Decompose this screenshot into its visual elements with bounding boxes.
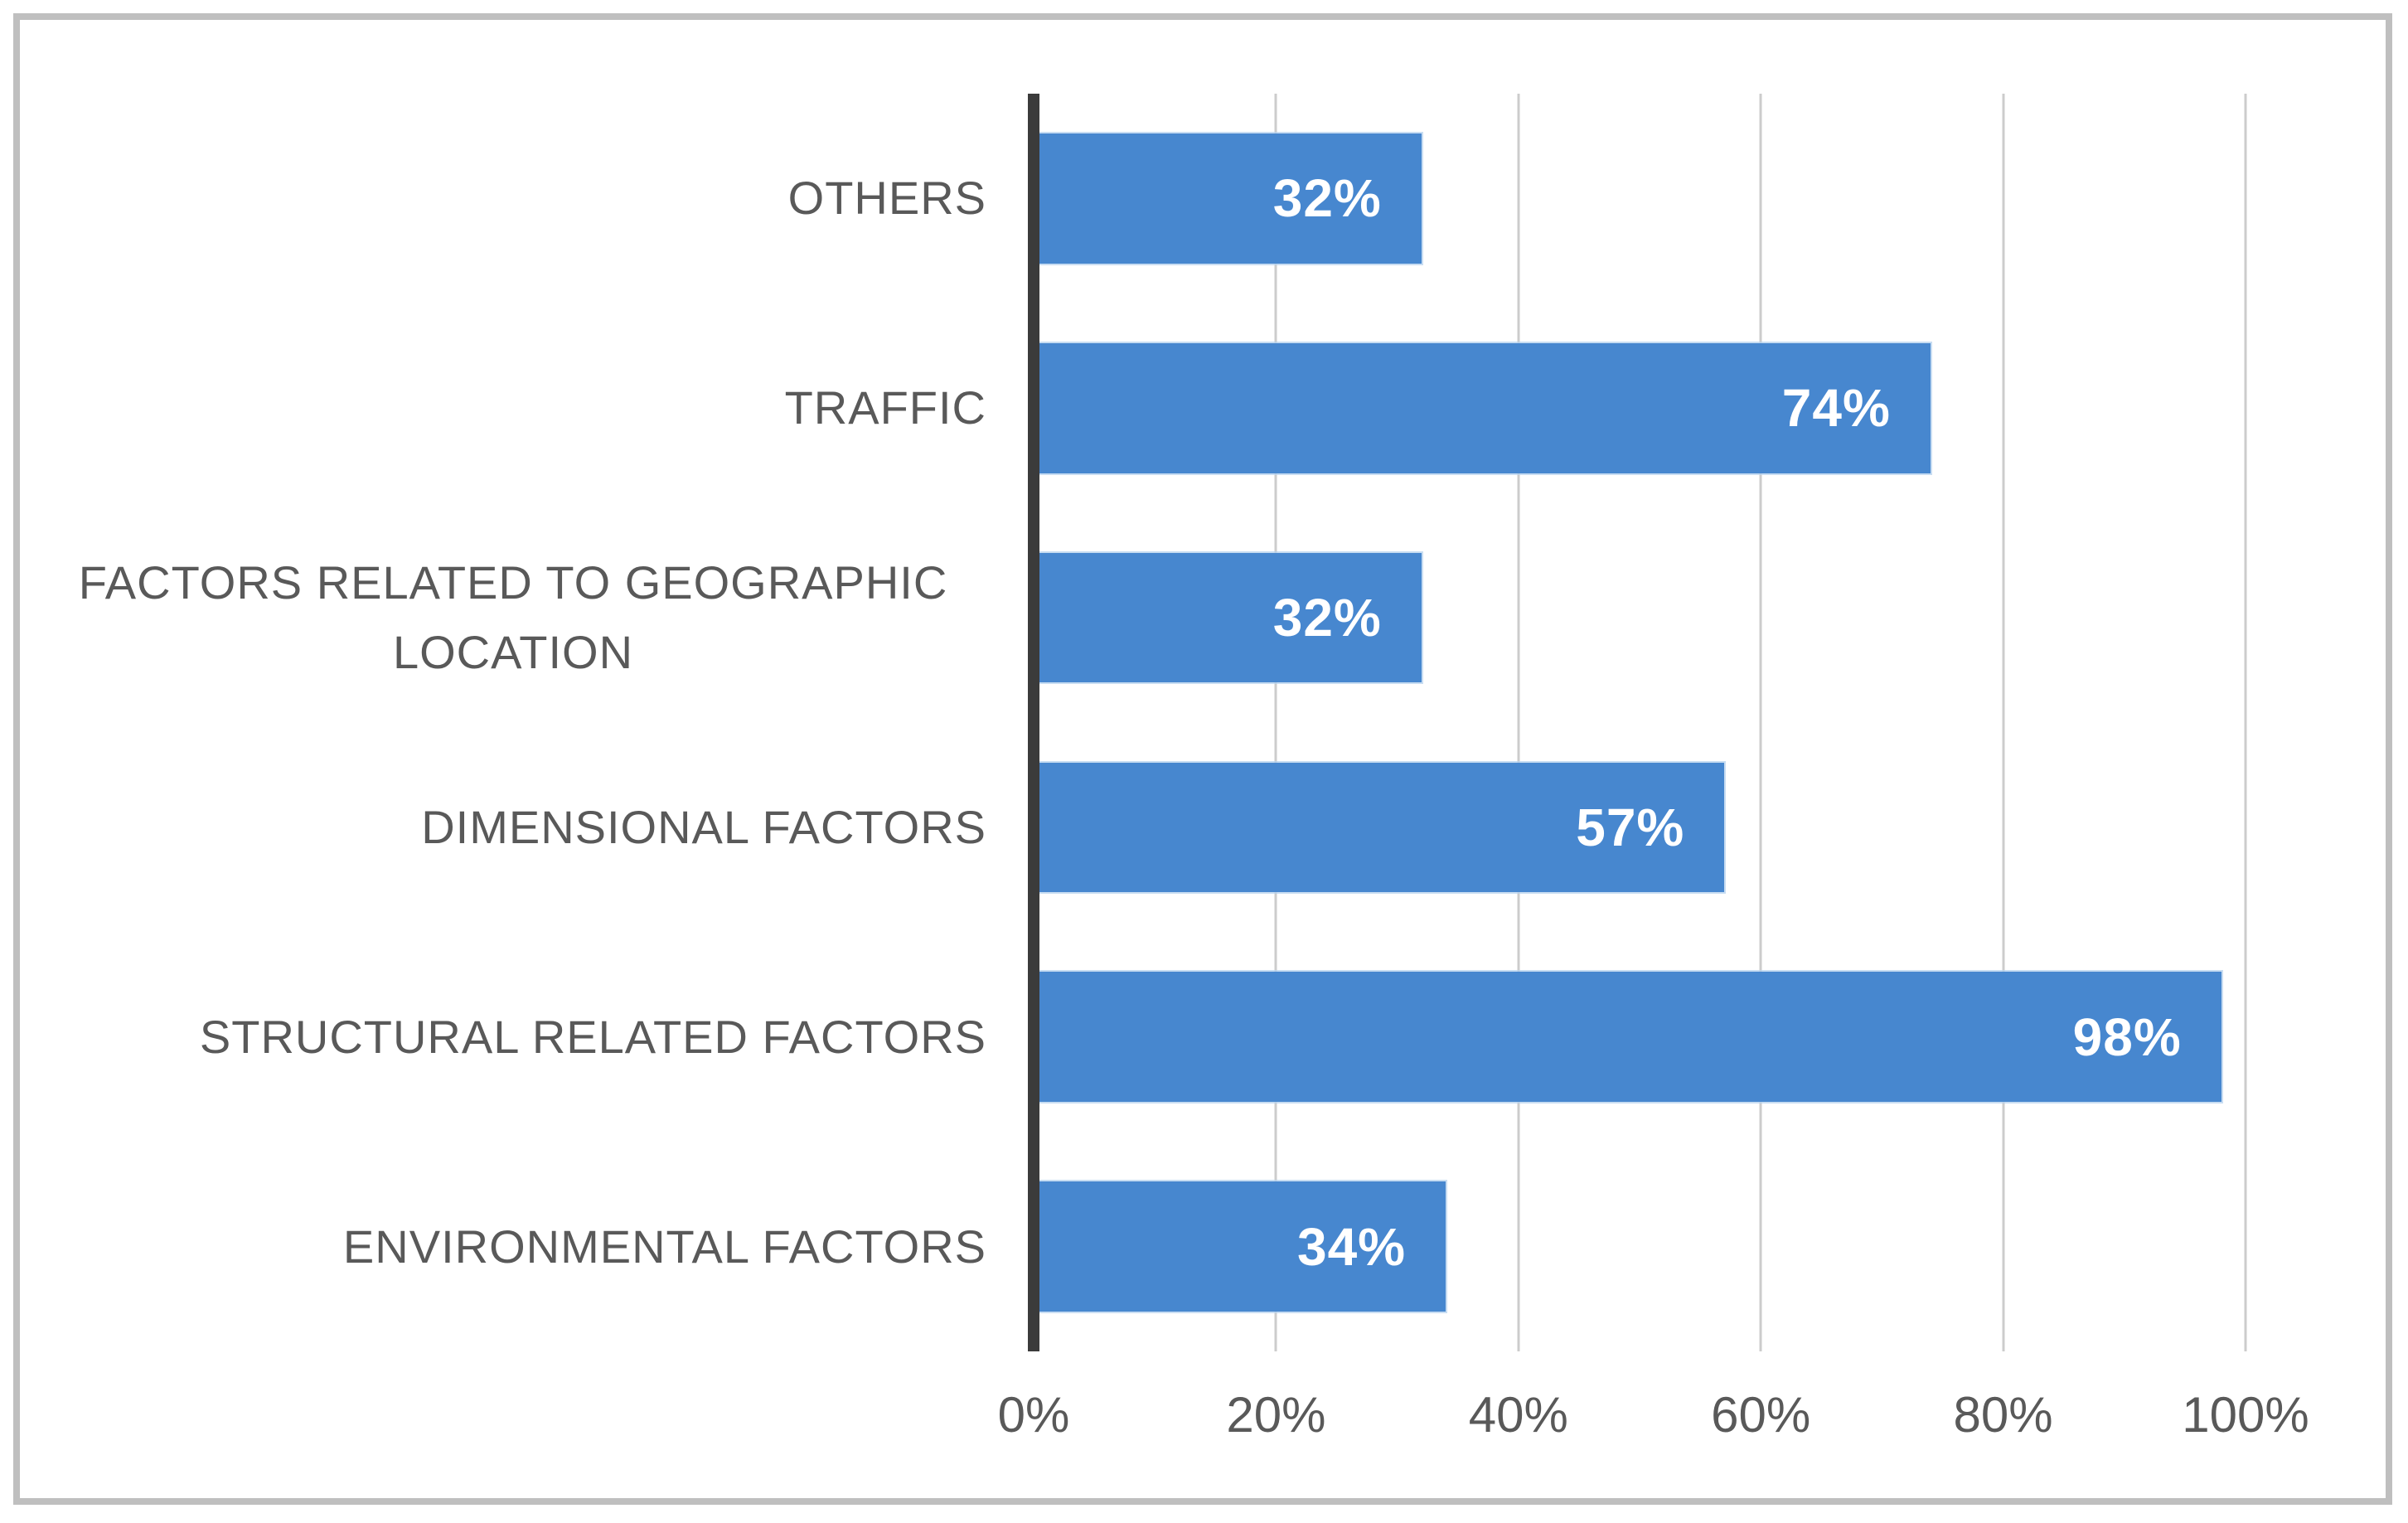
bar-5: 34% (1031, 1180, 1448, 1313)
bar-row: 32% (1032, 94, 2246, 303)
category-label: TRAFFIC (784, 381, 986, 434)
bar-data-label: 74% (1781, 378, 1891, 439)
bar-3: 57% (1031, 760, 1727, 895)
category-label-row: TRAFFIC (40, 303, 986, 513)
category-label-row: ENVIRONMENTAL FACTORS (40, 1142, 986, 1351)
bar-data-label: 32% (1272, 168, 1382, 229)
category-label: OTHERS (787, 172, 986, 225)
category-label: FACTORS RELATED TO GEOGRAPHIC LOCATION (78, 556, 948, 679)
bar-row: 57% (1031, 722, 2246, 932)
category-label: STRUCTURAL RELATED FACTORS (199, 1010, 986, 1063)
x-tick-label: 60% (1711, 1387, 1811, 1443)
category-label: DIMENSIONAL FACTORS (421, 800, 986, 853)
bar-data-label: 32% (1272, 588, 1382, 648)
x-tick-label: 0% (997, 1387, 1070, 1443)
bar-row: 98% (1032, 932, 2246, 1142)
gridline-100 (2244, 94, 2247, 1351)
bar-0: 32% (1032, 132, 1423, 265)
category-label-row: DIMENSIONAL FACTORS (40, 722, 986, 932)
plot-area: 32% 74% 32% 57% 98% 34% (1028, 94, 2247, 1351)
x-tick-label: 40% (1468, 1387, 1568, 1443)
category-axis-line (1028, 94, 1039, 1351)
category-label-row: OTHERS (40, 94, 986, 303)
value-axis-tick-labels: 0% 20% 40% 60% 80% 100% (998, 1386, 2309, 1453)
bar-4: 98% (1032, 970, 2223, 1104)
category-label: ENVIRONMENTAL FACTORS (342, 1220, 986, 1273)
bar-1: 74% (1032, 341, 1932, 475)
gridline-40 (1517, 94, 1520, 1351)
gridline-60 (1759, 94, 1762, 1351)
x-tick-label: 20% (1226, 1387, 1326, 1443)
gridline-20 (1274, 94, 1277, 1351)
gridline-80 (2002, 94, 2005, 1351)
bar-2: 32% (1032, 551, 1423, 685)
x-tick-label: 80% (1953, 1387, 2053, 1443)
category-axis-labels: OTHERS TRAFFIC FACTORS RELATED TO GEOGRAPH… (40, 94, 986, 1351)
bar-data-label: 34% (1296, 1216, 1407, 1277)
x-tick-label: 100% (2182, 1387, 2309, 1443)
bar-row: 34% (1031, 1142, 2246, 1351)
bar-data-label: 57% (1576, 797, 1685, 857)
bar-row: 74% (1032, 303, 2246, 513)
bar-data-label: 98% (2072, 1006, 2182, 1067)
bar-series: 32% 74% 32% 57% 98% 34% (1031, 94, 2246, 1351)
category-label-row: STRUCTURAL RELATED FACTORS (40, 932, 986, 1142)
bar-row: 32% (1032, 513, 2246, 723)
category-label-row: FACTORS RELATED TO GEOGRAPHIC LOCATION (40, 513, 986, 723)
